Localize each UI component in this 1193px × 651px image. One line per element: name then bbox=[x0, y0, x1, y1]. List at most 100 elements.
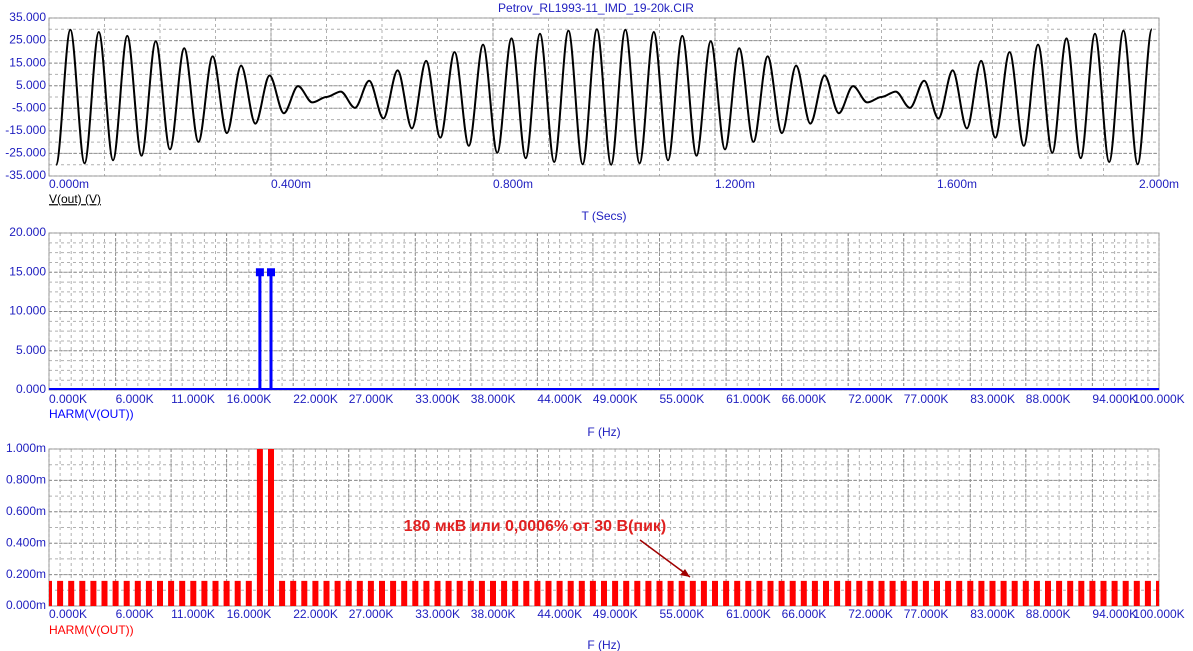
bar bbox=[112, 580, 119, 606]
bar bbox=[534, 580, 541, 606]
y-tick-label: 25.000 bbox=[9, 33, 46, 47]
y-tick-label: 0.800m bbox=[6, 473, 46, 487]
bar bbox=[834, 580, 841, 606]
bar bbox=[490, 580, 496, 606]
x-axis-label: F (Hz) bbox=[587, 638, 620, 651]
y-tick-label: 0.000m bbox=[6, 598, 46, 612]
bar bbox=[823, 580, 829, 606]
bar bbox=[645, 580, 652, 606]
bar bbox=[1056, 580, 1063, 606]
bar bbox=[567, 580, 574, 606]
y-tick-label: -35.000 bbox=[5, 168, 46, 182]
bar bbox=[334, 580, 341, 606]
bar bbox=[789, 580, 796, 606]
x-tick-label: 77.000K bbox=[904, 392, 949, 406]
bar bbox=[700, 580, 707, 606]
x-tick-label: 72.000K bbox=[848, 607, 893, 621]
bar bbox=[1144, 580, 1151, 606]
bar bbox=[545, 580, 552, 606]
bar bbox=[356, 580, 363, 606]
x-tick-label: 16.000K bbox=[227, 607, 272, 621]
x-tick-label: 49.000K bbox=[593, 392, 638, 406]
y-tick-label: 5.000 bbox=[16, 343, 46, 357]
bar bbox=[379, 580, 385, 606]
bar bbox=[601, 580, 607, 606]
bar bbox=[745, 580, 752, 606]
x-tick-label: 2.000m bbox=[1139, 177, 1179, 191]
x-tick-label: 6.000K bbox=[116, 607, 154, 621]
bar bbox=[456, 580, 463, 606]
bar bbox=[989, 580, 996, 606]
waveform bbox=[55, 28, 1153, 166]
bar bbox=[212, 580, 219, 606]
x-tick-label: 94.000K bbox=[1092, 392, 1137, 406]
bar bbox=[1111, 580, 1118, 606]
bar bbox=[223, 580, 230, 606]
bar bbox=[301, 580, 308, 606]
bar bbox=[945, 580, 952, 606]
bar bbox=[889, 580, 896, 606]
bar bbox=[922, 580, 929, 606]
bar bbox=[734, 580, 741, 606]
bar bbox=[900, 580, 907, 606]
bar bbox=[967, 580, 974, 606]
bar bbox=[911, 580, 918, 606]
x-tick-label: 16.000K bbox=[227, 392, 272, 406]
bar bbox=[290, 580, 297, 606]
bar bbox=[1067, 580, 1074, 606]
bar bbox=[1045, 580, 1051, 606]
x-tick-label: 33.000K bbox=[415, 607, 460, 621]
plot-traces bbox=[49, 449, 1159, 606]
x-tick-label: 83.000K bbox=[970, 392, 1015, 406]
bar bbox=[856, 580, 863, 606]
bar bbox=[279, 580, 286, 606]
bar bbox=[845, 580, 852, 606]
bar bbox=[589, 580, 596, 606]
bar bbox=[90, 580, 97, 606]
bar bbox=[811, 580, 818, 606]
bar bbox=[134, 580, 141, 606]
bar bbox=[190, 580, 197, 606]
bar bbox=[512, 580, 519, 606]
bar bbox=[523, 580, 530, 606]
bar bbox=[1133, 580, 1140, 606]
x-tick-label: 44.000K bbox=[537, 392, 582, 406]
x-axis-label: F (Hz) bbox=[587, 425, 620, 439]
y-tick-label: 0.000 bbox=[16, 382, 46, 396]
bar bbox=[878, 580, 885, 606]
y-tick-label: 20.000 bbox=[9, 225, 46, 239]
bar bbox=[179, 580, 186, 606]
bar bbox=[756, 580, 763, 606]
chart-title: Petrov_RL1993-11_IMD_19-20k.CIR bbox=[498, 1, 694, 15]
bar bbox=[501, 580, 508, 606]
x-tick-label: 88.000K bbox=[1026, 392, 1071, 406]
plot-traces bbox=[55, 28, 1153, 166]
bar bbox=[656, 580, 663, 606]
bar bbox=[1011, 580, 1018, 606]
bar bbox=[245, 580, 252, 606]
x-tick-label: 1.600m bbox=[937, 177, 977, 191]
bar bbox=[956, 580, 963, 606]
x-tick-label: 27.000K bbox=[349, 392, 394, 406]
y-tick-label: 5.000 bbox=[16, 78, 46, 92]
bar bbox=[1022, 580, 1029, 606]
bar bbox=[778, 580, 785, 606]
bar bbox=[201, 580, 208, 606]
y-tick-label: 15.000 bbox=[9, 264, 46, 278]
x-tick-label: 11.000K bbox=[171, 392, 215, 406]
bar bbox=[767, 580, 774, 606]
x-tick-label: 94.000K bbox=[1092, 607, 1137, 621]
bar bbox=[612, 580, 619, 606]
bar bbox=[412, 580, 419, 606]
bar bbox=[145, 580, 152, 606]
bar bbox=[79, 580, 86, 606]
bar bbox=[667, 580, 674, 606]
stem-marker bbox=[267, 268, 275, 277]
bar bbox=[68, 580, 75, 606]
bar bbox=[323, 580, 330, 606]
bar bbox=[689, 580, 696, 606]
x-tick-label: 77.000K bbox=[904, 607, 949, 621]
bar bbox=[390, 580, 397, 606]
x-tick-label: 0.800m bbox=[493, 177, 533, 191]
